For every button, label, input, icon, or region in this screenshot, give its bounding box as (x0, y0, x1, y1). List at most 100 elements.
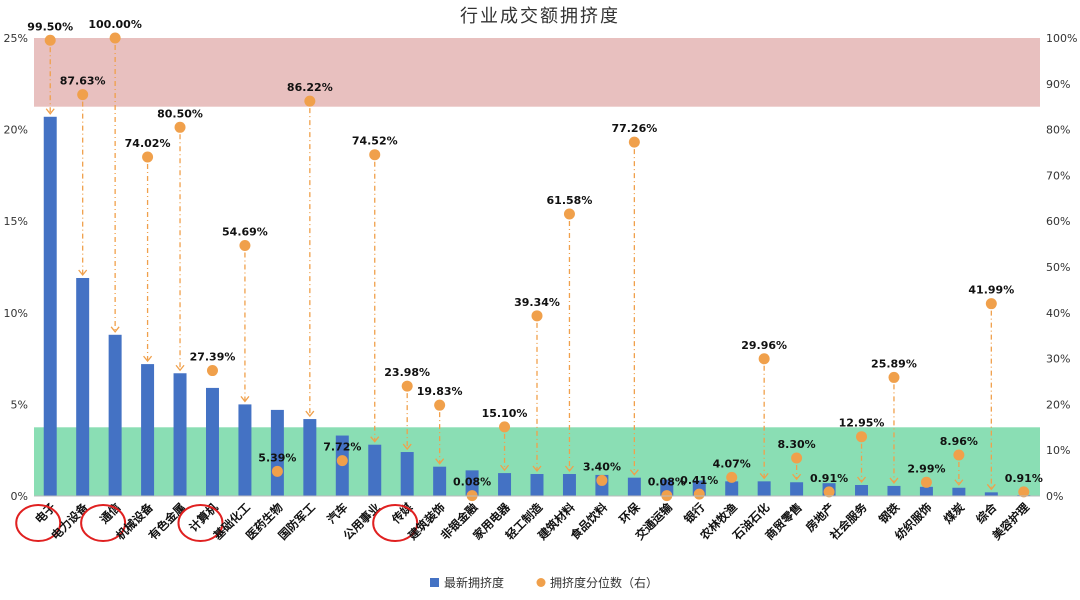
x-category-label: 环保 (616, 500, 643, 527)
highlight-circle (372, 504, 419, 542)
legend-label-bar: 最新拥挤度 (444, 575, 504, 590)
data-label: 23.98% (384, 366, 430, 379)
data-label: 8.30% (778, 438, 816, 451)
connector-arrow (500, 464, 510, 472)
dot (109, 32, 121, 44)
bar (919, 486, 933, 496)
data-label: 54.69% (222, 226, 268, 239)
connector-arrow (143, 355, 153, 363)
data-label: 7.72% (323, 441, 361, 454)
connector-arrow (564, 465, 574, 473)
data-label: 80.50% (157, 107, 203, 120)
connector-arrow (110, 326, 120, 333)
dot (142, 151, 154, 163)
y-left-tick-label: 25% (4, 32, 28, 45)
x-category-label: 电子 (32, 500, 59, 527)
y-left-tick-label: 5% (11, 398, 28, 411)
bar (465, 470, 479, 496)
data-label: 86.22% (287, 81, 333, 94)
dot (823, 486, 835, 498)
y-left-tick-label: 20% (4, 124, 28, 137)
x-category-label: 综合 (973, 500, 1000, 527)
x-category-label: 煤炭 (941, 500, 968, 527)
bar (205, 387, 219, 496)
legend-swatch-dot (536, 578, 546, 587)
bar (757, 481, 771, 496)
y-right-tick-label: 100% (1046, 32, 1077, 45)
data-label: 0.08% (453, 476, 491, 489)
data-label: 77.26% (611, 122, 657, 135)
data-label: 8.96% (940, 435, 978, 448)
x-category-label: 公用事业 (340, 500, 383, 543)
x-category-label: 汽车 (324, 500, 351, 527)
y-axis-right: 0% 10% 20% 30% 40% 50% 60% 70% 80% 90% 100% (1046, 32, 1077, 503)
bands-layer (34, 38, 1040, 496)
dot (920, 476, 932, 488)
y-left-tick-label: 0% (11, 490, 28, 503)
connector-arrow (532, 465, 542, 473)
connector-arrow (370, 436, 380, 443)
data-label: 0.91% (1005, 472, 1043, 485)
connector-arrow (857, 476, 867, 484)
connector-arrow (45, 108, 55, 115)
dot (985, 298, 997, 310)
bar (725, 481, 739, 496)
bar (141, 364, 155, 496)
connector-arrow (175, 364, 185, 372)
data-label: 5.39% (258, 451, 296, 464)
dot (206, 365, 218, 377)
dot (401, 380, 413, 392)
data-label: 15.10% (482, 407, 528, 420)
band-high (34, 38, 1040, 107)
connector-arrow (889, 477, 899, 484)
dot (434, 399, 446, 411)
dot (239, 240, 251, 252)
dot (174, 121, 186, 133)
connector-arrow (629, 469, 639, 476)
y-right-tick-label: 40% (1046, 307, 1070, 320)
x-category-label: 传媒 (388, 500, 415, 527)
dot (791, 452, 803, 464)
y-right-tick-label: 80% (1046, 124, 1070, 137)
dot (856, 431, 868, 443)
x-category-label: 钢铁 (876, 500, 903, 527)
dot (77, 89, 89, 101)
bar (108, 334, 122, 496)
data-label: 41.99% (968, 284, 1014, 297)
bar (952, 487, 966, 496)
dot (888, 371, 900, 383)
dot (369, 149, 381, 161)
bar (627, 477, 641, 496)
x-category-label: 国防军工 (276, 500, 319, 543)
x-category-label: 美容护理 (989, 500, 1032, 543)
highlight-circle (15, 504, 62, 542)
data-label: 27.39% (190, 351, 236, 364)
bar (173, 373, 187, 496)
bar (984, 492, 998, 496)
x-category-label: 电力设备 (48, 500, 91, 543)
data-label: 61.58% (547, 194, 593, 207)
data-label: 39.34% (514, 296, 560, 309)
connector-arrow (986, 483, 996, 491)
bar (76, 277, 90, 496)
y-right-tick-label: 10% (1046, 444, 1070, 457)
dot (628, 136, 640, 148)
bar (855, 485, 869, 496)
x-category-label: 通信 (97, 500, 124, 527)
legend-label-dot: 拥挤度分位数（右） (550, 575, 658, 590)
connector-arrow (78, 269, 88, 277)
dot (693, 488, 705, 500)
dot (271, 465, 283, 477)
bar (43, 116, 57, 496)
data-label: 12.95% (839, 417, 885, 430)
bar (790, 482, 804, 496)
dot (499, 421, 511, 433)
x-category-label: 银行 (681, 500, 708, 527)
bar (887, 485, 901, 496)
connector-arrow (240, 395, 250, 403)
connectors-layer (45, 45, 996, 491)
y-right-tick-label: 60% (1046, 215, 1070, 228)
legend: 最新拥挤度 拥挤度分位数（右） (430, 575, 658, 590)
